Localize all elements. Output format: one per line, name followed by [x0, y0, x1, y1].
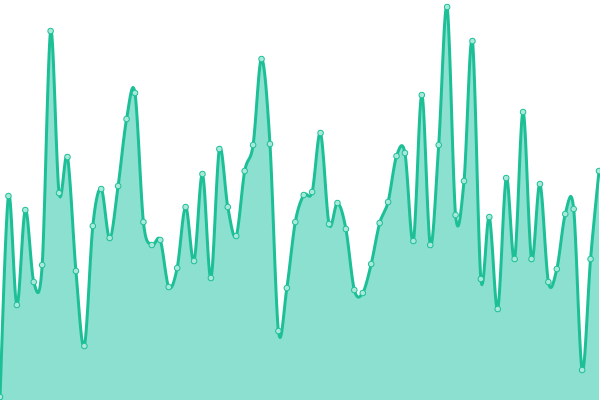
data-point-23 — [190, 257, 198, 265]
data-point-52 — [435, 141, 443, 149]
data-point-30 — [249, 141, 257, 149]
data-point-25 — [207, 274, 215, 282]
data-point-67 — [561, 210, 569, 218]
data-point-31 — [258, 55, 265, 63]
data-point-38 — [317, 129, 324, 137]
data-point-55 — [460, 177, 468, 185]
data-point-28 — [232, 232, 240, 240]
data-point-39 — [325, 220, 333, 228]
data-point-54 — [452, 211, 459, 219]
data-point-63 — [528, 255, 535, 263]
data-point-32 — [266, 140, 274, 148]
data-point-42 — [351, 286, 358, 294]
data-point-69 — [578, 366, 586, 374]
data-point-50 — [418, 91, 426, 99]
data-point-71 — [595, 167, 600, 175]
data-points — [0, 3, 600, 400]
data-point-70 — [587, 255, 594, 263]
data-point-1 — [5, 192, 12, 200]
data-point-21 — [173, 264, 181, 272]
data-point-36 — [300, 191, 308, 199]
data-point-40 — [334, 199, 341, 207]
data-point-65 — [545, 278, 552, 286]
data-point-26 — [216, 145, 223, 153]
data-point-6 — [47, 27, 54, 35]
data-point-14 — [114, 182, 122, 190]
data-point-48 — [401, 149, 409, 157]
data-point-34 — [283, 284, 291, 292]
data-point-13 — [106, 234, 113, 242]
data-point-33 — [275, 327, 282, 335]
data-point-35 — [291, 218, 299, 226]
data-point-56 — [469, 37, 476, 45]
data-point-57 — [477, 275, 485, 283]
data-point-17 — [140, 218, 147, 226]
data-point-44 — [367, 260, 375, 268]
data-point-19 — [156, 236, 164, 244]
data-point-51 — [426, 241, 434, 249]
data-point-24 — [199, 170, 206, 178]
data-point-58 — [486, 213, 493, 221]
data-point-11 — [89, 222, 97, 230]
data-point-47 — [393, 152, 400, 160]
data-point-20 — [165, 283, 173, 291]
data-point-8 — [64, 153, 71, 161]
data-point-62 — [519, 108, 527, 116]
data-point-5 — [38, 261, 46, 269]
data-point-15 — [123, 115, 130, 123]
data-point-18 — [148, 241, 156, 249]
data-point-9 — [72, 267, 80, 275]
data-point-22 — [182, 203, 189, 211]
data-point-37 — [308, 188, 316, 196]
data-point-41 — [342, 225, 350, 233]
data-point-45 — [376, 219, 383, 227]
data-point-10 — [81, 342, 88, 350]
data-point-12 — [97, 185, 105, 193]
data-point-68 — [570, 205, 577, 213]
data-point-3 — [22, 206, 29, 214]
data-point-7 — [55, 189, 63, 197]
data-point-16 — [131, 89, 139, 97]
data-point-29 — [241, 167, 248, 175]
area-fill — [0, 6, 599, 400]
data-point-59 — [494, 305, 502, 313]
data-point-49 — [410, 237, 417, 245]
data-point-0 — [0, 393, 4, 400]
data-point-53 — [443, 3, 451, 11]
data-point-43 — [359, 289, 367, 297]
data-point-4 — [30, 278, 38, 286]
data-point-46 — [384, 198, 392, 206]
data-point-61 — [511, 255, 518, 263]
data-point-2 — [13, 301, 21, 309]
data-point-64 — [536, 180, 544, 188]
data-point-66 — [553, 265, 561, 273]
data-point-27 — [224, 203, 232, 211]
data-point-60 — [502, 174, 510, 182]
